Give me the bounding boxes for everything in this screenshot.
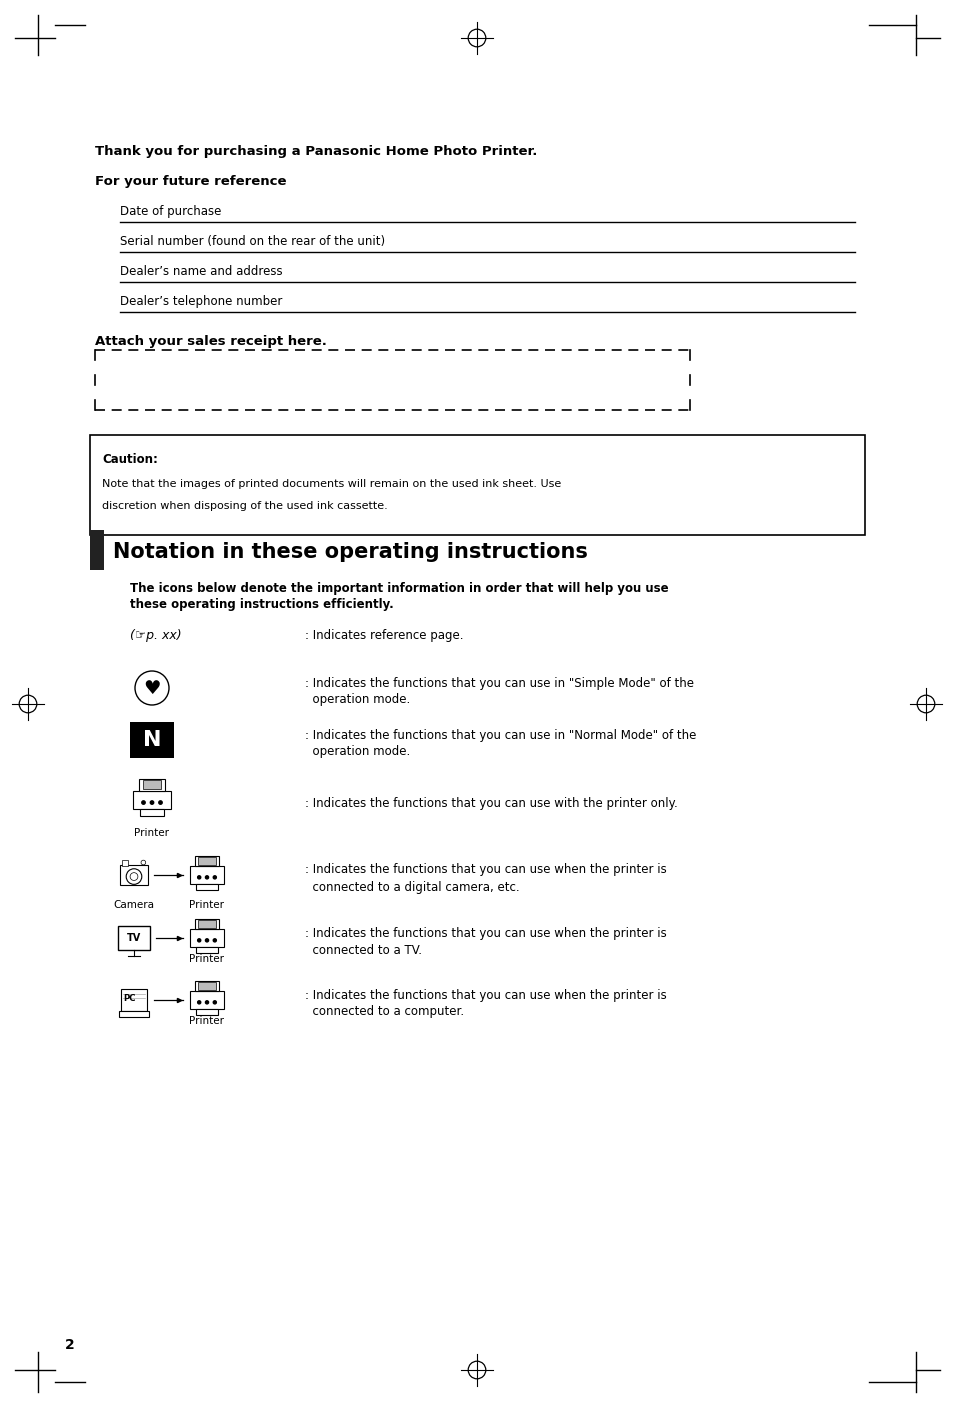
Bar [117, 926, 151, 950]
Text: (☞p. xx): (☞p. xx) [130, 629, 181, 642]
Bar [140, 809, 164, 816]
Bar [120, 865, 148, 885]
Text: Printer: Printer [190, 900, 224, 910]
Circle shape [151, 801, 153, 805]
Text: PC: PC [123, 993, 135, 1003]
Text: operation mode.: operation mode. [305, 694, 410, 706]
Text: Dealer’s name and address: Dealer’s name and address [120, 265, 282, 279]
Text: connected to a TV.: connected to a TV. [305, 944, 421, 957]
Bar [90, 530, 104, 570]
Circle shape [142, 801, 145, 805]
Bar [196, 947, 217, 953]
Text: : Indicates the functions that you can use with the printer only.: : Indicates the functions that you can u… [305, 798, 677, 810]
Text: 2: 2 [65, 1338, 74, 1352]
Circle shape [205, 1000, 209, 1005]
Circle shape [197, 1000, 200, 1005]
Text: N: N [143, 730, 161, 750]
Bar [133, 791, 171, 809]
Bar [139, 778, 165, 791]
Text: Note that the images of printed documents will remain on the used ink sheet. Use: Note that the images of printed document… [102, 478, 560, 490]
Bar [198, 982, 215, 991]
Circle shape [197, 875, 200, 879]
Text: TV: TV [127, 933, 141, 943]
Text: these operating instructions efficiently.: these operating instructions efficiently… [130, 598, 394, 611]
Text: ♥: ♥ [143, 678, 161, 698]
Circle shape [213, 938, 216, 941]
Text: Dealer’s telephone number: Dealer’s telephone number [120, 295, 282, 308]
Bar [130, 722, 173, 758]
Bar [195, 919, 218, 930]
Text: Caution:: Caution: [102, 453, 157, 466]
Text: The icons below denote the important information in order that will help you use: The icons below denote the important inf… [130, 582, 668, 595]
Bar [196, 884, 217, 889]
Text: : Indicates reference page.: : Indicates reference page. [305, 629, 463, 642]
Bar [119, 1010, 149, 1017]
Text: Notation in these operating instructions: Notation in these operating instructions [112, 542, 587, 561]
Bar [198, 920, 215, 927]
Bar [195, 981, 218, 992]
Text: : Indicates the functions that you can use when the printer is: : Indicates the functions that you can u… [305, 864, 666, 877]
Bar [190, 867, 224, 884]
Bar [195, 855, 218, 867]
Text: discretion when disposing of the used ink cassette.: discretion when disposing of the used in… [102, 501, 387, 511]
Text: connected to a computer.: connected to a computer. [305, 1006, 464, 1019]
Text: Attach your sales receipt here.: Attach your sales receipt here. [95, 335, 327, 348]
Text: operation mode.: operation mode. [305, 746, 410, 758]
Text: connected to a digital camera, etc.: connected to a digital camera, etc. [305, 881, 519, 893]
Bar [190, 992, 224, 1009]
Text: For your future reference: For your future reference [95, 174, 286, 189]
Text: : Indicates the functions that you can use when the printer is: : Indicates the functions that you can u… [305, 926, 666, 940]
Bar [121, 989, 147, 1010]
Text: Thank you for purchasing a Panasonic Home Photo Printer.: Thank you for purchasing a Panasonic Hom… [95, 145, 537, 158]
Bar [198, 857, 215, 865]
Bar [143, 781, 161, 789]
Circle shape [197, 938, 200, 941]
Text: Serial number (found on the rear of the unit): Serial number (found on the rear of the … [120, 235, 385, 248]
Text: Camera: Camera [113, 900, 154, 910]
Circle shape [205, 875, 209, 879]
Circle shape [213, 1000, 216, 1005]
Text: : Indicates the functions that you can use when the printer is: : Indicates the functions that you can u… [305, 989, 666, 1002]
Text: Date of purchase: Date of purchase [120, 205, 221, 218]
Circle shape [213, 875, 216, 879]
Bar [190, 930, 224, 947]
Circle shape [158, 801, 162, 805]
Circle shape [205, 938, 209, 941]
Text: Printer: Printer [190, 1016, 224, 1026]
Bar [90, 435, 864, 535]
Bar [121, 860, 128, 865]
Text: Printer: Printer [190, 954, 224, 964]
Bar [196, 1009, 217, 1014]
Text: : Indicates the functions that you can use in "Simple Mode" of the: : Indicates the functions that you can u… [305, 677, 693, 689]
Text: : Indicates the functions that you can use in "Normal Mode" of the: : Indicates the functions that you can u… [305, 729, 696, 741]
Text: Printer: Printer [134, 827, 170, 839]
